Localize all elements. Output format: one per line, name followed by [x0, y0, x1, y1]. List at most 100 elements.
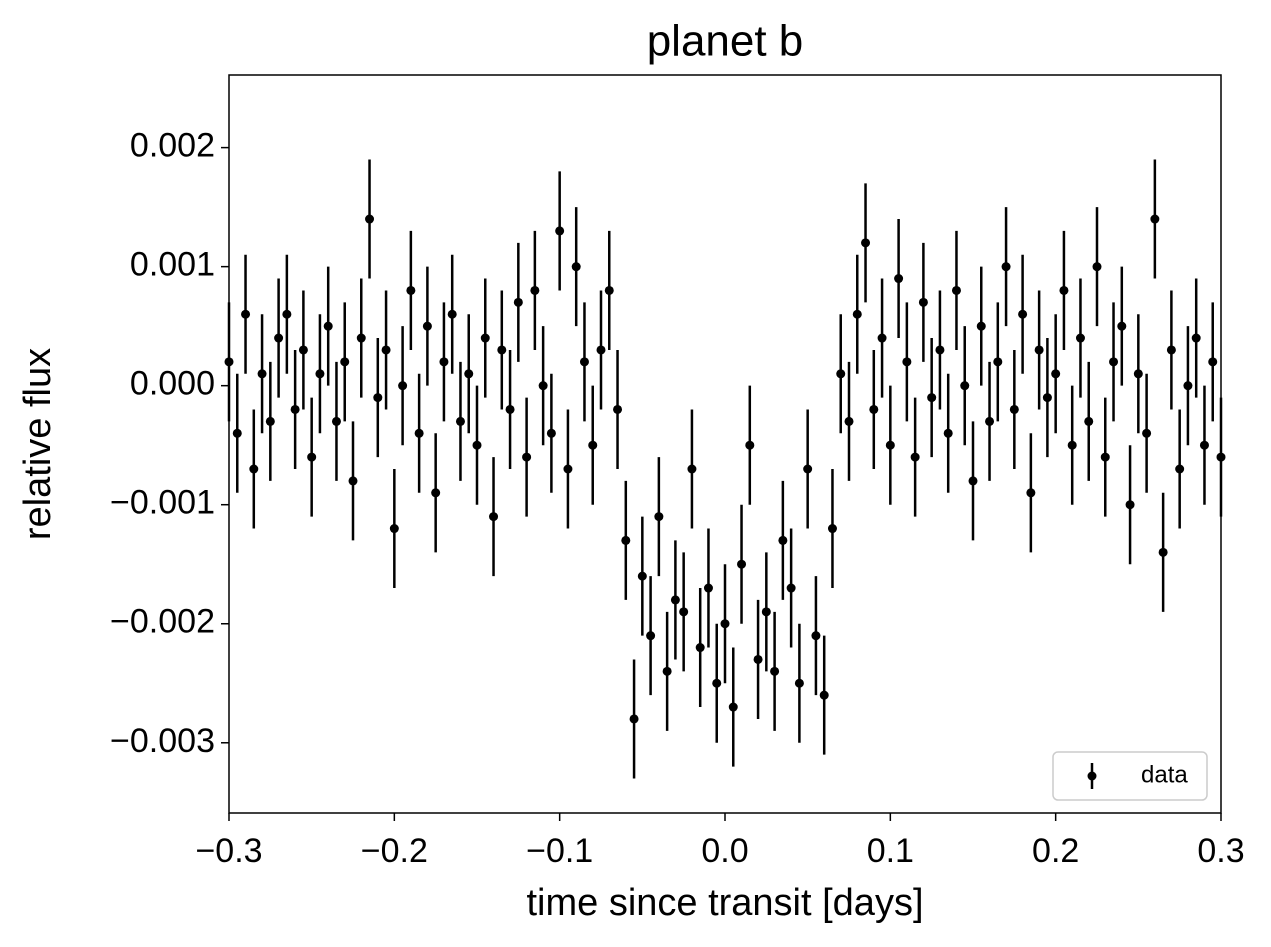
data-point	[497, 345, 507, 355]
data-point	[1183, 381, 1193, 391]
x-tick-label: 0.1	[867, 832, 914, 870]
y-tick-label: −0.001	[110, 484, 215, 522]
data-point	[712, 678, 722, 688]
data-point	[927, 393, 937, 403]
data-point	[1075, 333, 1085, 343]
data-point	[1175, 464, 1185, 474]
data-point	[1034, 345, 1044, 355]
data-point	[538, 381, 548, 391]
data-point	[398, 381, 408, 391]
data-point	[274, 333, 284, 343]
x-tick-label: −0.3	[195, 832, 262, 870]
data-point	[331, 416, 341, 426]
data-point	[894, 274, 904, 284]
data-point	[381, 345, 391, 355]
data-point	[232, 428, 242, 438]
data-point	[439, 357, 449, 367]
data-point	[761, 607, 771, 617]
data-point	[323, 321, 333, 331]
data-point	[877, 333, 887, 343]
data-point	[356, 333, 366, 343]
data-point	[968, 476, 978, 486]
data-point	[1092, 262, 1102, 272]
data-point	[1026, 488, 1036, 498]
data-point	[679, 607, 689, 617]
data-point	[1125, 500, 1135, 510]
data-point	[298, 345, 308, 355]
data-point	[596, 345, 606, 355]
data-point	[1199, 440, 1209, 450]
data-point	[737, 559, 747, 569]
data-point	[745, 440, 755, 450]
data-point	[265, 416, 275, 426]
data-point	[951, 285, 961, 295]
data-point	[1166, 345, 1176, 355]
data-point	[406, 285, 416, 295]
y-tick-label: 0.002	[130, 127, 215, 165]
data-point	[1018, 309, 1028, 319]
data-point	[414, 428, 424, 438]
data-point	[1059, 285, 1069, 295]
data-point	[670, 595, 680, 605]
data-point	[489, 512, 499, 522]
data-point	[770, 666, 780, 676]
x-tick-label: 0.0	[701, 832, 748, 870]
data-point	[827, 524, 837, 534]
data-point	[629, 714, 639, 724]
data-point	[1084, 416, 1094, 426]
data-point	[753, 654, 763, 664]
data-point	[778, 535, 788, 545]
data-point	[803, 464, 813, 474]
data-point	[811, 631, 821, 641]
data-point	[1109, 357, 1119, 367]
data-point	[579, 357, 589, 367]
data-point	[819, 690, 829, 700]
data-point	[985, 416, 995, 426]
data-point	[869, 404, 879, 414]
data-point	[1117, 321, 1127, 331]
data-point	[522, 452, 532, 462]
y-axis-label: relative flux	[17, 348, 59, 540]
data-point	[646, 631, 656, 641]
data-point	[993, 357, 1003, 367]
data-point	[365, 214, 375, 224]
data-point	[373, 393, 383, 403]
data-point	[1158, 547, 1168, 557]
data-point	[1042, 393, 1052, 403]
data-point	[1133, 369, 1143, 379]
data-point	[571, 262, 581, 272]
data-point	[1009, 404, 1019, 414]
data-point	[315, 369, 325, 379]
data-point	[902, 357, 912, 367]
data-point	[703, 583, 713, 593]
data-point	[935, 345, 945, 355]
data-point	[455, 416, 465, 426]
y-tick-label: −0.002	[110, 603, 215, 641]
legend-label: data	[1141, 761, 1188, 788]
data-point	[695, 643, 705, 653]
data-point	[1051, 369, 1061, 379]
data-point	[885, 440, 895, 450]
data-point	[464, 369, 474, 379]
data-point	[1191, 333, 1201, 343]
data-point	[282, 309, 292, 319]
data-point	[1067, 440, 1077, 450]
data-point	[588, 440, 598, 450]
data-point	[472, 440, 482, 450]
data-point	[431, 488, 441, 498]
data-point	[307, 452, 317, 462]
data-point	[794, 678, 804, 688]
data-point	[1142, 428, 1152, 438]
x-tick-label: −0.2	[361, 832, 428, 870]
data-point	[1150, 214, 1160, 224]
x-axis-label: time since transit [days]	[526, 882, 923, 924]
data-point	[621, 535, 631, 545]
data-point	[546, 428, 556, 438]
data-point	[340, 357, 350, 367]
data-point	[1001, 262, 1011, 272]
x-tick-label: 0.3	[1197, 832, 1244, 870]
data-point	[241, 309, 251, 319]
data-point	[918, 297, 928, 307]
y-tick-label: 0.001	[130, 246, 215, 284]
